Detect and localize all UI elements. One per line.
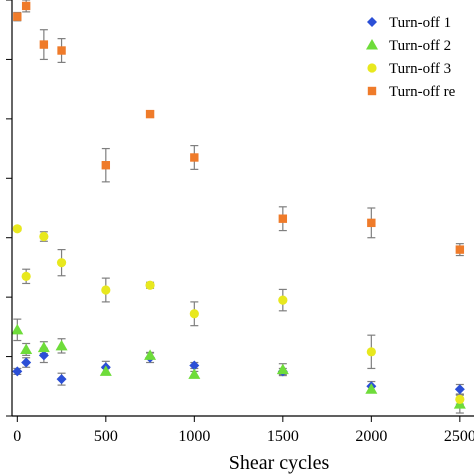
marker-s2-p1	[11, 323, 24, 335]
marker-s2-p8	[276, 363, 289, 375]
marker-s1-p1	[12, 366, 23, 377]
marker-s4-p3	[39, 40, 49, 49]
legend-label-1: Turn-off 1	[389, 15, 451, 31]
marker-s4-p4	[57, 46, 66, 55]
legend-marker-2	[366, 39, 378, 50]
marker-s3-p3	[39, 231, 49, 242]
marker-s4-p7	[190, 153, 199, 162]
marker-s2-p6	[144, 349, 157, 360]
x-tick-label-1: 0	[13, 428, 21, 445]
legend-marker-3	[367, 63, 377, 73]
marker-s4-p1	[13, 12, 22, 21]
marker-s2-p7	[188, 368, 201, 379]
marker-s4-p2	[21, 1, 31, 11]
legend-label-4: Turn-off re	[389, 84, 456, 100]
marker-s4-p9	[367, 218, 376, 228]
legend-label-2: Turn-off 2	[389, 38, 451, 54]
legend-marker-1	[367, 17, 377, 27]
legend-marker-4	[367, 86, 377, 96]
marker-s2-p9	[365, 383, 378, 394]
marker-s1-p3	[38, 350, 49, 361]
marker-s4-p10	[455, 245, 465, 254]
x-tick-label-3: 1000	[178, 428, 210, 445]
marker-s3-p5	[101, 285, 111, 295]
x-tick-label-4: 1500	[267, 428, 299, 445]
legend: Turn-off 1 Turn-off 2 Turn-off 3 Turn-off r…	[366, 15, 456, 100]
marker-s1-p2	[21, 357, 32, 368]
marker-s4-p5	[101, 161, 111, 170]
marker-s2-p2	[20, 343, 33, 354]
marker-s2-p5	[99, 365, 112, 376]
marker-s2-p3	[37, 341, 50, 353]
x-tick-label-5: 2000	[355, 428, 387, 445]
marker-s3-p4	[56, 258, 67, 268]
x-tick-label-6: 2500	[444, 428, 474, 445]
marker-s1-p10	[454, 384, 465, 395]
marker-s3-p10	[455, 394, 465, 404]
axes: 0 500 1000 1500 2000 2500	[6, 0, 474, 445]
data-markers	[11, 1, 466, 409]
marker-s3-p8	[278, 295, 288, 305]
x-axis-title: Shear cycles	[229, 452, 330, 474]
legend-label-3: Turn-off 3	[389, 61, 451, 77]
marker-s3-p1	[12, 224, 22, 234]
marker-s3-p2	[21, 271, 31, 281]
marker-s4-p6	[145, 109, 155, 119]
marker-s2-p4	[55, 339, 68, 351]
marker-s3-p9	[366, 347, 376, 357]
marker-s1-p4	[56, 374, 67, 385]
marker-s1-p7	[189, 360, 200, 371]
marker-s3-p7	[189, 309, 199, 319]
marker-s3-p6	[145, 280, 155, 290]
x-tick-label-2: 500	[94, 428, 118, 445]
marker-s4-p8	[278, 214, 288, 223]
